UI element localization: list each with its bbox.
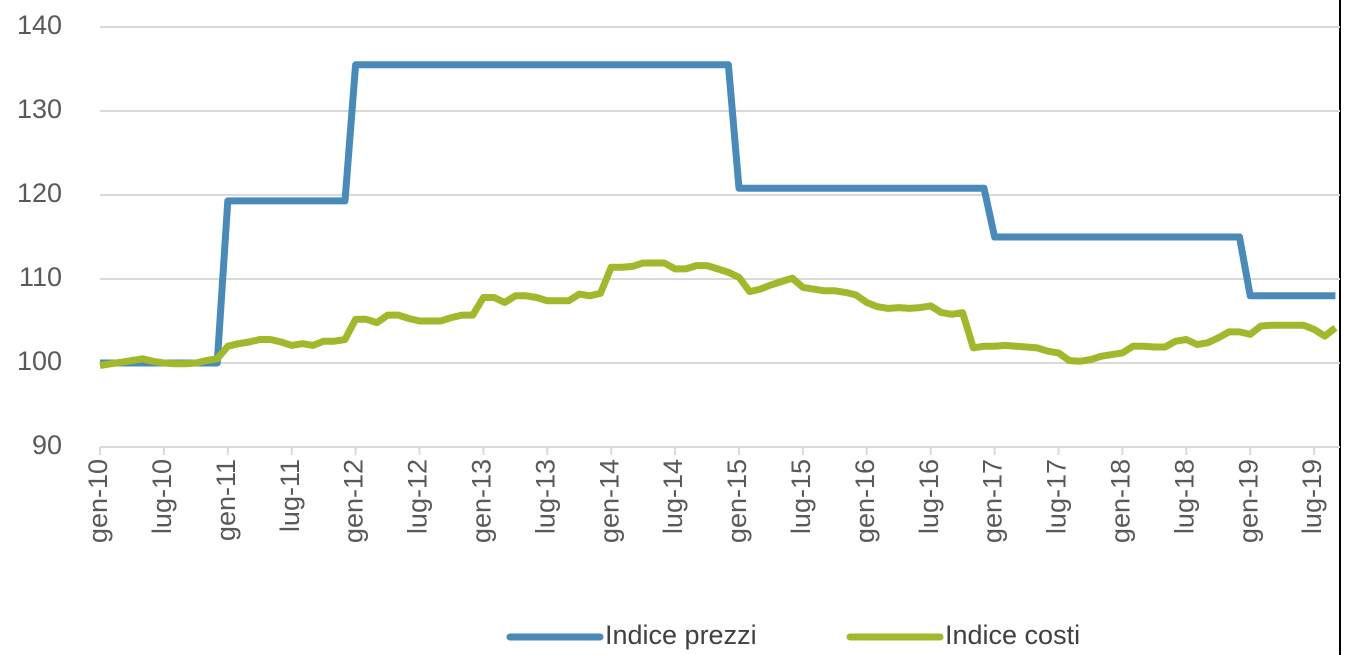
x-tick-label: lug-15 [786,459,816,534]
x-tick-label: lug-16 [914,459,944,534]
x-tick-label: gen-19 [1233,459,1263,543]
x-tick-label: lug-11 [275,459,305,532]
y-tick-label: 130 [17,94,62,124]
legend-label: Indice prezzi [605,620,757,650]
x-tick-label: lug-18 [1169,459,1199,534]
x-tick-label: lug-14 [658,459,688,534]
x-tick-label: gen-13 [467,459,497,543]
y-tick-label: 110 [19,262,62,292]
x-tick-label: lug-17 [1042,459,1072,534]
x-tick-label: lug-12 [403,459,433,534]
x-tick-label: gen-17 [978,459,1008,543]
x-tick-label: gen-15 [722,459,752,543]
legend-label: Indice costi [945,620,1080,650]
y-tick-label: 90 [32,430,62,460]
x-tick-label: gen-16 [850,459,880,543]
y-tick-label: 100 [17,346,62,376]
x-tick-label: gen-11 [211,459,241,541]
x-tick-label: gen-14 [594,459,624,543]
series-line [100,61,1336,367]
y-tick-label: 140 [17,10,62,40]
x-tick-label: lug-10 [147,459,177,534]
x-tick-label: lug-13 [530,459,560,534]
x-tick-label: gen-10 [83,459,113,543]
y-tick-label: 120 [17,178,62,208]
x-tick-label: lug-19 [1297,459,1327,534]
series-line [99,259,1338,369]
x-tick-label: gen-18 [1106,459,1136,543]
x-tick-label: gen-12 [339,459,369,543]
